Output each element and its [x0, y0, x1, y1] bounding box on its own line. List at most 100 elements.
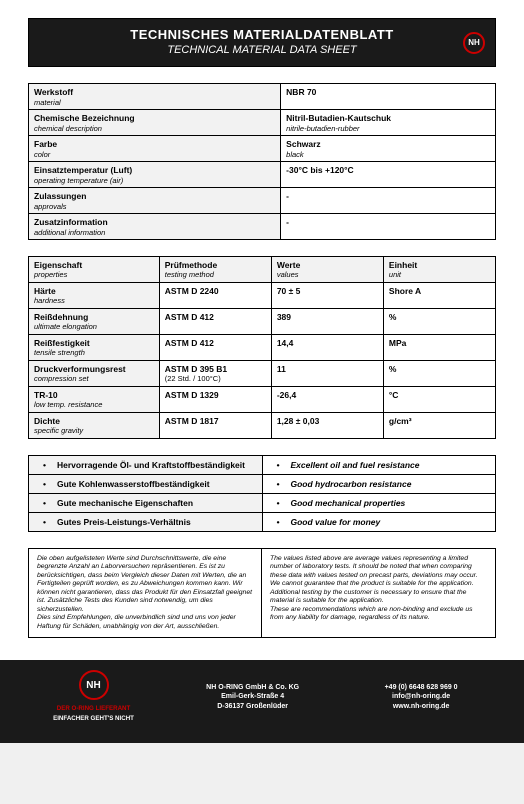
prop-cell: TR-10low temp. resistance [29, 387, 160, 413]
method-cell: ASTM D 1329 [159, 387, 271, 413]
value-cell: 70 ± 5 [271, 283, 383, 309]
table-row: Zulassungenapprovals- [29, 188, 496, 214]
label-de: Farbe [34, 139, 57, 149]
prop-cell: Druckverformungsrestcompression set [29, 361, 160, 387]
footer-contact-col: +49 (0) 6648 628 969 0 info@nh-oring.de … [346, 683, 496, 711]
header-bar: TECHNISCHES MATERIALDATENBLATT TECHNICAL… [28, 18, 496, 67]
prop-cell: Härtehardness [29, 283, 160, 309]
feature-de: Gutes Preis-Leistungs-Verhältnis [29, 513, 263, 532]
value-cell: 11 [271, 361, 383, 387]
unit-cell: °C [383, 387, 495, 413]
table-row: TR-10low temp. resistanceASTM D 1329-26,… [29, 387, 496, 413]
feature-en: Good mechanical properties [262, 494, 496, 513]
properties-table: EigenschaftpropertiesPrüfmethodetesting … [28, 256, 496, 439]
footer-web: www.nh-oring.de [393, 703, 450, 710]
material-label-cell: Zulassungenapprovals [29, 188, 281, 214]
footer-slogan2: EINFACHER GEHT'S NICHT [53, 715, 134, 722]
footer-slogan1: DER O-RING LIEFERANT [57, 705, 131, 712]
label-en: additional information [34, 228, 105, 237]
table-row: Gutes Preis-Leistungs-VerhältnisGood val… [29, 513, 496, 532]
material-value-cell: Schwarzblack [281, 136, 496, 162]
table-row: FarbecolorSchwarzblack [29, 136, 496, 162]
value-cell: 1,28 ± 0,03 [271, 413, 383, 439]
prop-cell: Reißfestigkeittensile strength [29, 335, 160, 361]
material-value-cell: -30°C bis +120°C [281, 162, 496, 188]
table-row: Chemische Bezeichnungchemical descriptio… [29, 110, 496, 136]
material-value-cell: NBR 70 [281, 84, 496, 110]
disclaimer-en: The values listed above are average valu… [262, 549, 495, 637]
value-cell: -26,4 [271, 387, 383, 413]
unit-cell: g/cm³ [383, 413, 495, 439]
footer-street: Emil-Gerk-Straße 4 [221, 693, 284, 700]
material-label-cell: Chemische Bezeichnungchemical descriptio… [29, 110, 281, 136]
feature-de: Hervorragende Öl- und Kraftstoffbeständi… [29, 456, 263, 475]
label-de: Zulassungen [34, 191, 86, 201]
value-cell: 389 [271, 309, 383, 335]
material-label-cell: Farbecolor [29, 136, 281, 162]
footer-logo-col: NH DER O-RING LIEFERANT EINFACHER GEHT'S… [28, 670, 159, 723]
label-en: material [34, 98, 61, 107]
table-row: Druckverformungsrestcompression setASTM … [29, 361, 496, 387]
feature-de: Gute Kohlenwasserstoffbeständigkeit [29, 475, 263, 494]
value-de: Nitril-Butadien-Kautschuk [286, 113, 391, 123]
material-value-cell: - [281, 214, 496, 240]
feature-en: Good hydrocarbon resistance [262, 475, 496, 494]
label-en: chemical description [34, 124, 102, 133]
footer-address-col: NH O-RING GmbH & Co. KG Emil-Gerk-Straße… [159, 683, 346, 711]
table-row: Reißdehnungultimate elongationASTM D 412… [29, 309, 496, 335]
value-de: -30°C bis +120°C [286, 165, 354, 175]
features-table: Hervorragende Öl- und Kraftstoffbeständi… [28, 455, 496, 532]
material-label-cell: Zusatzinformationadditional information [29, 214, 281, 240]
method-cell: ASTM D 412 [159, 309, 271, 335]
label-en: approvals [34, 202, 67, 211]
label-de: Einsatztemperatur (Luft) [34, 165, 132, 175]
table-row: Einsatztemperatur (Luft)operating temper… [29, 162, 496, 188]
method-cell: ASTM D 395 B1(22 Std. / 100°C) [159, 361, 271, 387]
material-value-cell: - [281, 188, 496, 214]
value-de: - [286, 191, 289, 201]
label-en: color [34, 150, 50, 159]
value-en: black [286, 150, 304, 159]
col-header: Wertevalues [271, 257, 383, 283]
table-row: Gute mechanische EigenschaftenGood mecha… [29, 494, 496, 513]
table-row: Dichtespecific gravityASTM D 18171,28 ± … [29, 413, 496, 439]
footer-email: info@nh-oring.de [392, 693, 450, 700]
feature-en: Good value for money [262, 513, 496, 532]
label-en: operating temperature (air) [34, 176, 123, 185]
footer-company: NH O-RING GmbH & Co. KG [206, 684, 299, 691]
prop-cell: Dichtespecific gravity [29, 413, 160, 439]
col-header: Prüfmethodetesting method [159, 257, 271, 283]
disclaimer-box: Die oben aufgelisteten Werte sind Durchs… [28, 548, 496, 638]
table-row: Gute KohlenwasserstoffbeständigkeitGood … [29, 475, 496, 494]
logo-icon: NH [463, 32, 485, 54]
unit-cell: MPa [383, 335, 495, 361]
table-row: WerkstoffmaterialNBR 70 [29, 84, 496, 110]
footer-phone: +49 (0) 6648 628 969 0 [385, 684, 458, 691]
feature-en: Excellent oil and fuel resistance [262, 456, 496, 475]
label-de: Werkstoff [34, 87, 73, 97]
value-cell: 14,4 [271, 335, 383, 361]
feature-de: Gute mechanische Eigenschaften [29, 494, 263, 513]
value-de: Schwarz [286, 139, 321, 149]
footer-city: D-36137 Großenlüder [217, 703, 288, 710]
material-label-cell: Werkstoffmaterial [29, 84, 281, 110]
footer-bar: NH DER O-RING LIEFERANT EINFACHER GEHT'S… [0, 660, 524, 743]
unit-cell: % [383, 309, 495, 335]
table-row: Reißfestigkeittensile strengthASTM D 412… [29, 335, 496, 361]
table-row: Zusatzinformationadditional information- [29, 214, 496, 240]
prop-cell: Reißdehnungultimate elongation [29, 309, 160, 335]
label-de: Zusatzinformation [34, 217, 108, 227]
label-de: Chemische Bezeichnung [34, 113, 135, 123]
footer-logo-icon: NH [79, 670, 109, 700]
unit-cell: Shore A [383, 283, 495, 309]
title-de: TECHNISCHES MATERIALDATENBLATT [29, 27, 495, 42]
method-cell: ASTM D 2240 [159, 283, 271, 309]
material-value-cell: Nitril-Butadien-Kautschuknitrile-butadie… [281, 110, 496, 136]
table-row: Hervorragende Öl- und Kraftstoffbeständi… [29, 456, 496, 475]
material-table: WerkstoffmaterialNBR 70Chemische Bezeich… [28, 83, 496, 240]
method-cell: ASTM D 1817 [159, 413, 271, 439]
title-en: TECHNICAL MATERIAL DATA SHEET [29, 44, 495, 56]
value-de: - [286, 217, 289, 227]
table-row: HärtehardnessASTM D 224070 ± 5Shore A [29, 283, 496, 309]
material-label-cell: Einsatztemperatur (Luft)operating temper… [29, 162, 281, 188]
